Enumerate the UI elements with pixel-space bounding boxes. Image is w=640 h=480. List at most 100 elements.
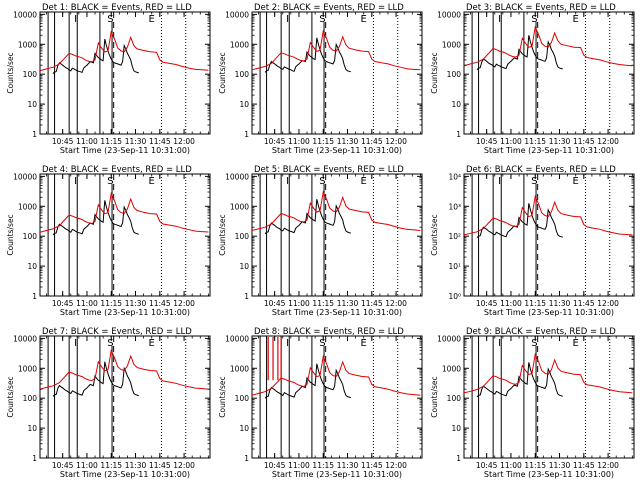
y-tick-label: 1000 bbox=[18, 40, 37, 49]
plot-frame bbox=[39, 11, 211, 135]
x-tick-label: 11:15 bbox=[100, 461, 122, 470]
x-tick-label: 11:45 bbox=[361, 461, 383, 470]
x-tick-label: 11:15 bbox=[100, 137, 122, 146]
lld-series-line bbox=[40, 348, 209, 390]
y-tick-label: 10 bbox=[239, 262, 249, 271]
lld-series-line bbox=[252, 29, 421, 71]
plot-area bbox=[252, 336, 421, 458]
x-tick-label: 10:45 bbox=[264, 461, 286, 470]
y-tick-label: 1 bbox=[244, 454, 249, 463]
marker-label: I bbox=[74, 338, 77, 349]
marker-label: E bbox=[149, 338, 155, 349]
y-tick-label: 100 bbox=[447, 70, 462, 79]
x-tick-label: 10:45 bbox=[476, 461, 498, 470]
x-tick-label: 12:00 bbox=[597, 299, 619, 308]
y-tick-label: 10 bbox=[239, 424, 249, 433]
x-tick-label: 11:30 bbox=[125, 461, 147, 470]
x-tick-label: 11:15 bbox=[312, 137, 334, 146]
y-tick-label: 1000 bbox=[230, 202, 249, 211]
panel-title: Det 4: BLACK = Events, RED = LLD bbox=[42, 165, 192, 175]
x-tick-label: 11:45 bbox=[149, 137, 171, 146]
marker-label: I bbox=[74, 176, 77, 187]
plot-frame bbox=[463, 335, 635, 459]
x-tick-label: 11:30 bbox=[337, 461, 359, 470]
x-axis-label: Start Time (23-Sep-11 10:31:00) bbox=[60, 146, 190, 155]
marker-label: E bbox=[361, 14, 367, 25]
marker-label: E bbox=[149, 14, 155, 25]
x-axis-label: Start Time (23-Sep-11 10:31:00) bbox=[60, 470, 190, 479]
y-tick-label: 1 bbox=[32, 454, 37, 463]
x-tick-label: 11:45 bbox=[573, 137, 595, 146]
plot-frame bbox=[463, 173, 635, 297]
y-axis-label: Counts/sec bbox=[6, 214, 15, 255]
x-tick-label: 11:15 bbox=[312, 299, 334, 308]
x-axis-label: Start Time (23-Sep-11 10:31:00) bbox=[272, 470, 402, 479]
y-tick-label: 1000 bbox=[230, 364, 249, 373]
y-tick-label: 10000 bbox=[225, 172, 249, 181]
x-axis-label: Start Time (23-Sep-11 10:31:00) bbox=[484, 308, 614, 317]
panel-title: Det 3: BLACK = Events, RED = LLD bbox=[466, 3, 616, 13]
x-tick-label: 10:45 bbox=[264, 137, 286, 146]
events-series-line bbox=[52, 361, 139, 397]
marker-label: I bbox=[498, 176, 501, 187]
lld-series-line bbox=[40, 30, 209, 72]
y-tick-label: 10 bbox=[451, 424, 461, 433]
x-tick-label: 11:00 bbox=[76, 299, 98, 308]
panel-title: Det 9: BLACK = Events, RED = LLD bbox=[466, 327, 616, 337]
plot-area bbox=[464, 12, 633, 134]
lld-series-line bbox=[464, 194, 633, 236]
panel-title: Det 6: BLACK = Events, RED = LLD bbox=[466, 165, 616, 175]
x-tick-label: 11:30 bbox=[549, 461, 571, 470]
plot-area bbox=[40, 336, 209, 458]
x-tick-label: 11:00 bbox=[288, 461, 310, 470]
marker-label: I bbox=[498, 14, 501, 25]
y-tick-label: 1000 bbox=[442, 364, 461, 373]
plot-frame bbox=[39, 173, 211, 297]
y-tick-label: 100 bbox=[235, 70, 250, 79]
plot-frame bbox=[39, 335, 211, 459]
y-tick-label: 1 bbox=[32, 130, 37, 139]
y-tick-label: 10⁴ bbox=[448, 172, 461, 181]
y-tick-label: 1000 bbox=[18, 202, 37, 211]
x-tick-label: 11:30 bbox=[125, 137, 147, 146]
x-tick-label: 11:15 bbox=[100, 299, 122, 308]
y-tick-label: 1000 bbox=[230, 40, 249, 49]
x-tick-label: 12:00 bbox=[173, 461, 195, 470]
x-tick-label: 11:30 bbox=[549, 299, 571, 308]
plot-area bbox=[252, 12, 421, 134]
marker-label: E bbox=[573, 338, 579, 349]
marker-label: S bbox=[319, 14, 325, 25]
x-tick-label: 11:15 bbox=[312, 461, 334, 470]
x-tick-label: 10:45 bbox=[476, 137, 498, 146]
y-axis-label: Counts/sec bbox=[430, 214, 439, 255]
marker-label: I bbox=[74, 14, 77, 25]
y-tick-label: 100 bbox=[23, 232, 38, 241]
plot-frame bbox=[251, 335, 423, 459]
x-tick-label: 11:45 bbox=[573, 461, 595, 470]
marker-label: S bbox=[531, 338, 537, 349]
x-tick-label: 11:30 bbox=[337, 299, 359, 308]
lld-series-line bbox=[40, 191, 209, 233]
x-tick-label: 11:15 bbox=[524, 137, 546, 146]
lld-series-line bbox=[252, 354, 421, 396]
x-tick-label: 12:00 bbox=[385, 137, 407, 146]
y-tick-label: 10¹ bbox=[448, 262, 461, 271]
marker-label: I bbox=[286, 14, 289, 25]
plot-area bbox=[40, 12, 209, 134]
x-tick-label: 12:00 bbox=[173, 299, 195, 308]
x-tick-label: 11:00 bbox=[76, 461, 98, 470]
x-tick-label: 11:00 bbox=[76, 137, 98, 146]
y-tick-label: 10000 bbox=[437, 334, 461, 343]
x-axis-label: Start Time (23-Sep-11 10:31:00) bbox=[272, 146, 402, 155]
y-tick-label: 10 bbox=[451, 100, 461, 109]
plot-frame bbox=[463, 11, 635, 135]
x-tick-label: 12:00 bbox=[597, 461, 619, 470]
y-tick-label: 100 bbox=[23, 394, 38, 403]
y-axis-label: Counts/sec bbox=[6, 52, 15, 93]
y-tick-label: 10000 bbox=[13, 10, 37, 19]
y-axis-label: Counts/sec bbox=[218, 214, 227, 255]
x-tick-label: 11:00 bbox=[500, 299, 522, 308]
